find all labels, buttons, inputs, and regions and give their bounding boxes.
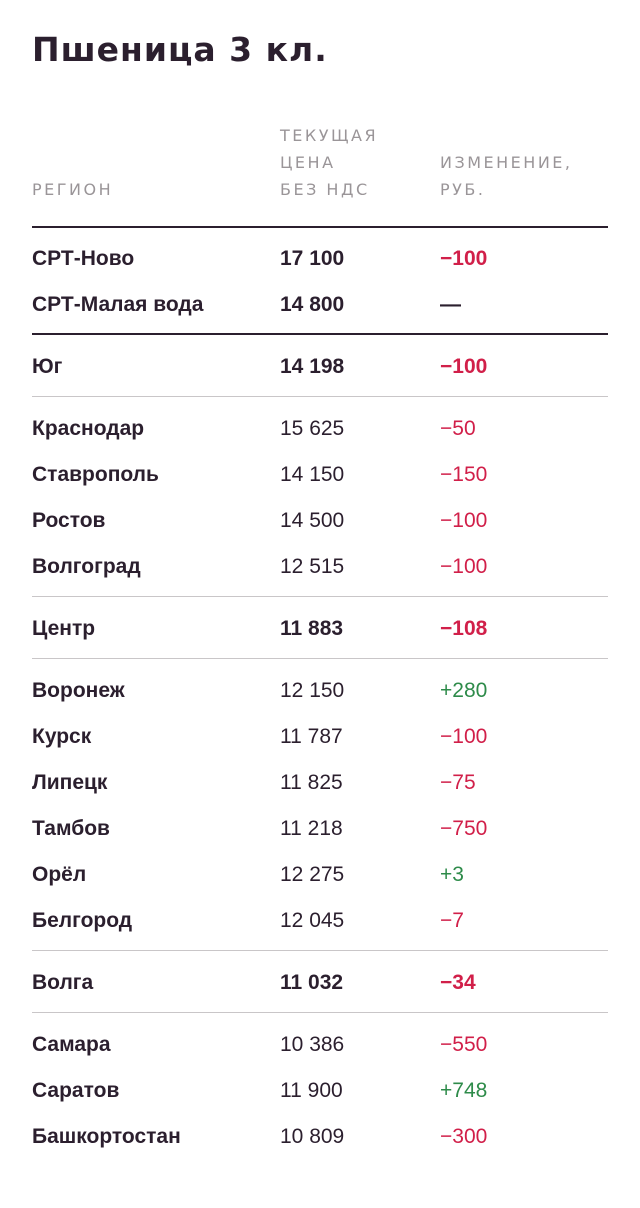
change-value: +748	[440, 1079, 488, 1102]
region-name: СРТ-Ново	[32, 247, 135, 270]
price-value: 11 883	[280, 617, 344, 640]
price-value: 12 275	[280, 863, 345, 886]
change-value: −50	[440, 417, 476, 440]
table-row: Центр 11 883 −108	[32, 606, 608, 652]
column-header-price: ТЕКУЩАЯ ЦЕНА БЕЗ НДС	[280, 122, 378, 203]
group-divider	[32, 950, 608, 951]
region-name: Центр	[32, 617, 96, 640]
price-value: 14 500	[280, 509, 345, 532]
price-value: 12 515	[280, 555, 345, 578]
table-row: Ростов 14 500 −100	[32, 498, 608, 544]
table-row: Самара 10 386 −550	[32, 1022, 608, 1068]
region-name: Курск	[32, 725, 92, 748]
region-name: Самара	[32, 1033, 111, 1056]
table-row: Юг 14 198 −100	[32, 344, 608, 390]
change-value: −108	[440, 617, 488, 640]
change-value: +3	[440, 863, 464, 886]
table-row: Саратов 11 900 +748	[32, 1068, 608, 1114]
table-row: Тамбов 11 218 −750	[32, 806, 608, 852]
change-value: −100	[440, 725, 488, 748]
column-header-change-line: ИЗМЕНЕНИЕ,	[440, 153, 573, 172]
table-row: Ставрополь 14 150 −150	[32, 452, 608, 498]
change-value: —	[440, 293, 461, 316]
price-value: 17 100	[280, 247, 345, 270]
change-value: −100	[440, 555, 488, 578]
change-value: −100	[440, 509, 488, 532]
price-value: 14 150	[280, 463, 345, 486]
column-header-change-line: РУБ.	[440, 180, 486, 199]
table-row: Воронеж 12 150 +280	[32, 668, 608, 714]
region-name: Краснодар	[32, 417, 145, 440]
change-value: −550	[440, 1033, 488, 1056]
region-name: СРТ-Малая вода	[32, 293, 204, 316]
column-header-price-line: ЦЕНА	[280, 153, 336, 172]
column-header-change: ИЗМЕНЕНИЕ, РУБ.	[440, 149, 572, 203]
price-value: 14 198	[280, 355, 345, 378]
table-row: Волгоград 12 515 −100	[32, 544, 608, 590]
price-value: 11 032	[280, 971, 344, 994]
region-name: Башкортостан	[32, 1125, 181, 1148]
price-value: 12 150	[280, 679, 345, 702]
group-divider	[32, 596, 608, 597]
price-value: 10 809	[280, 1125, 345, 1148]
region-name: Юг	[32, 355, 63, 378]
group-divider	[32, 1012, 608, 1013]
price-value: 15 625	[280, 417, 345, 440]
region-name: Белгород	[32, 909, 133, 932]
table-row: Курск 11 787 −100	[32, 714, 608, 760]
column-header-price-line: ТЕКУЩАЯ	[280, 126, 379, 145]
column-header-region: РЕГИОН	[32, 176, 113, 203]
price-value: 14 800	[280, 293, 345, 316]
change-value: −34	[440, 971, 476, 994]
group-divider	[32, 396, 608, 397]
group-divider	[32, 658, 608, 659]
header-divider	[32, 226, 608, 228]
group-divider	[32, 333, 608, 335]
page-title: Пшеница 3 кл.	[32, 30, 328, 69]
region-name: Липецк	[32, 771, 108, 794]
price-value: 11 787	[280, 725, 343, 748]
table-row: СРТ-Малая вода 14 800 —	[32, 282, 608, 328]
change-value: −100	[440, 355, 488, 378]
table-row: Орёл 12 275 +3	[32, 852, 608, 898]
table-row: Краснодар 15 625 −50	[32, 406, 608, 452]
price-value: 11 825	[280, 771, 343, 794]
change-value: −750	[440, 817, 488, 840]
price-value: 10 386	[280, 1033, 345, 1056]
table-row: Башкортостан 10 809 −300	[32, 1114, 608, 1160]
change-value: −100	[440, 247, 488, 270]
region-name: Тамбов	[32, 817, 110, 840]
region-name: Ставрополь	[32, 463, 159, 486]
table-row: СРТ-Ново 17 100 −100	[32, 236, 608, 282]
price-value: 11 900	[280, 1079, 343, 1102]
column-header-price-line: БЕЗ НДС	[280, 180, 370, 199]
price-value: 12 045	[280, 909, 345, 932]
region-name: Воронеж	[32, 679, 125, 702]
region-name: Саратов	[32, 1079, 120, 1102]
table-row: Волга 11 032 −34	[32, 960, 608, 1006]
price-value: 11 218	[280, 817, 343, 840]
region-name: Волгоград	[32, 555, 141, 578]
column-header-region-label: РЕГИОН	[32, 180, 114, 199]
region-name: Ростов	[32, 509, 106, 532]
region-name: Волга	[32, 971, 94, 994]
change-value: −150	[440, 463, 488, 486]
region-name: Орёл	[32, 863, 87, 886]
change-value: −7	[440, 909, 464, 932]
table-row: Липецк 11 825 −75	[32, 760, 608, 806]
change-value: +280	[440, 679, 488, 702]
change-value: −300	[440, 1125, 488, 1148]
change-value: −75	[440, 771, 476, 794]
table-row: Белгород 12 045 −7	[32, 898, 608, 944]
